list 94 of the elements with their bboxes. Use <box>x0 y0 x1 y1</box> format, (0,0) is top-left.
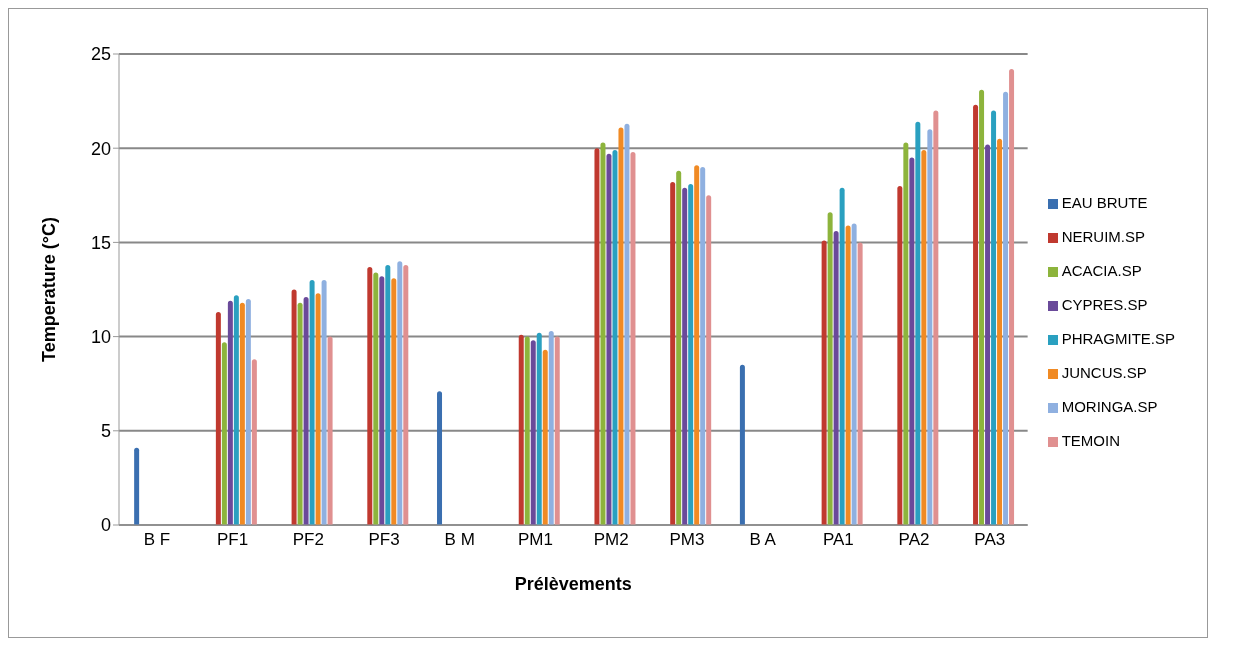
bar <box>524 336 530 525</box>
legend-label: NERUIM.SP <box>1061 228 1145 245</box>
bar <box>221 342 227 525</box>
x-tick-label: PF3 <box>368 530 400 550</box>
bar <box>134 447 140 525</box>
bar <box>379 276 385 525</box>
bar <box>327 336 333 525</box>
legend-label: EAU BRUTE <box>1061 194 1148 211</box>
x-tick-label: B M <box>444 530 475 550</box>
y-tick-label: 20 <box>90 138 111 159</box>
bar <box>827 212 833 525</box>
y-tick-label: 10 <box>90 326 111 347</box>
bar <box>624 123 630 525</box>
y-tick-label: 5 <box>100 421 111 442</box>
bar <box>403 265 409 525</box>
x-tick-label: B F <box>143 530 171 550</box>
bar <box>245 298 251 525</box>
bar <box>618 127 624 525</box>
bar <box>739 364 745 525</box>
bar <box>303 297 309 525</box>
bar <box>518 334 524 525</box>
bar <box>688 184 694 525</box>
bar <box>373 272 379 525</box>
bar <box>706 195 712 525</box>
legend-label: TEMOIN <box>1061 432 1120 449</box>
bar <box>909 157 915 525</box>
y-tick-label: 0 <box>100 515 111 536</box>
bar <box>239 302 245 525</box>
bar <box>227 300 233 525</box>
bar <box>670 182 676 525</box>
bar <box>309 280 315 525</box>
x-tick-label: PM2 <box>593 530 629 550</box>
bar <box>857 242 863 525</box>
bar <box>903 142 909 525</box>
legend-label: MORINGA.SP <box>1061 398 1158 415</box>
x-tick-label: PA1 <box>822 530 854 550</box>
bar <box>594 148 600 525</box>
bar <box>694 165 700 525</box>
bar <box>933 110 939 525</box>
bar <box>397 261 403 525</box>
bar <box>542 349 548 525</box>
bar <box>700 167 706 525</box>
x-tick-label: PA3 <box>974 530 1006 550</box>
bar <box>682 187 688 525</box>
bar <box>973 104 979 525</box>
bar <box>536 332 542 525</box>
bar <box>233 295 239 525</box>
bar <box>215 312 221 525</box>
bar <box>927 129 933 525</box>
x-tick-label: B A <box>749 530 777 550</box>
bar <box>833 231 839 525</box>
bar <box>315 293 321 525</box>
bar <box>915 121 921 525</box>
bar <box>437 391 443 525</box>
legend-label: JUNCUS.SP <box>1061 364 1147 381</box>
bar <box>291 289 297 525</box>
bar <box>554 336 560 525</box>
legend-label: ACACIA.SP <box>1061 262 1142 279</box>
bar <box>676 170 682 525</box>
legend-label: PHRAGMITE.SP <box>1061 330 1175 347</box>
x-tick-label: PM3 <box>669 530 705 550</box>
bar <box>251 359 257 525</box>
bar <box>897 185 903 525</box>
bar <box>385 265 391 525</box>
bar <box>321 280 327 525</box>
bar <box>997 138 1003 525</box>
bar <box>991 110 997 525</box>
bar <box>530 340 536 525</box>
bar <box>821 240 827 525</box>
bar <box>851 223 857 525</box>
bar <box>839 187 845 525</box>
bar <box>979 89 985 525</box>
bar <box>297 302 303 525</box>
x-axis-title: Prélèvements <box>514 574 632 594</box>
x-tick-label: PF1 <box>216 530 249 550</box>
y-tick-label: 25 <box>90 44 111 65</box>
bar <box>391 278 397 525</box>
bar <box>1009 69 1015 525</box>
x-tick-label: PM1 <box>517 530 553 550</box>
bar <box>548 330 554 525</box>
bar <box>630 151 636 525</box>
legend-label: CYPRES.SP <box>1061 296 1148 313</box>
bar <box>985 144 991 525</box>
bar <box>367 266 373 525</box>
bar <box>921 150 927 525</box>
x-tick-label: PA2 <box>898 530 930 550</box>
bar <box>612 150 618 525</box>
y-tick-label: 15 <box>90 232 111 253</box>
x-tick-label: PF2 <box>292 530 324 550</box>
bar <box>606 153 612 525</box>
bar <box>845 225 851 525</box>
bar <box>600 142 606 525</box>
bar <box>1003 91 1009 525</box>
y-axis-title: Temperature (°C) <box>39 217 60 362</box>
